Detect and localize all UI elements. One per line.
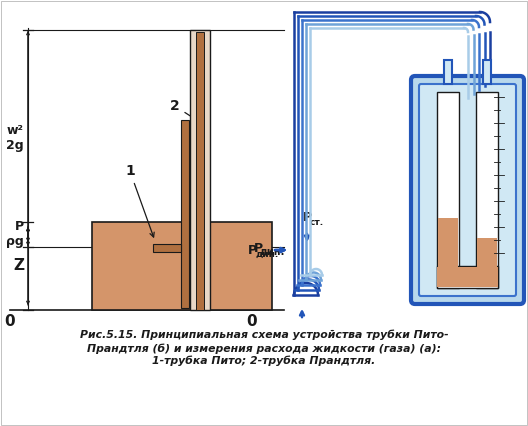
Text: 1: 1	[125, 164, 154, 237]
Text: Рис.5.15. Принципиальная схема устройства трубки Пито-: Рис.5.15. Принципиальная схема устройств…	[80, 330, 448, 340]
Bar	[437, 267, 498, 287]
Text: Р: Р	[303, 211, 312, 224]
Bar	[483, 60, 491, 84]
FancyBboxPatch shape	[419, 84, 516, 296]
Bar	[181, 120, 189, 308]
Text: Р: Р	[248, 245, 257, 257]
Bar	[438, 218, 458, 267]
Text: Z: Z	[13, 259, 24, 273]
Text: Р: Р	[254, 242, 263, 256]
Bar	[153, 244, 181, 252]
Text: 0: 0	[5, 314, 15, 328]
Bar	[444, 60, 452, 84]
Text: w²
2g: w² 2g	[6, 124, 24, 153]
Text: P
ρg: P ρg	[6, 221, 24, 248]
Bar	[437, 92, 459, 288]
Bar	[476, 92, 498, 288]
Text: Прандтля (б) и измерения расхода жидкости (газа) (а):: Прандтля (б) и измерения расхода жидкост…	[87, 343, 441, 354]
Text: 0: 0	[247, 314, 257, 328]
Text: дин.: дин.	[255, 250, 278, 259]
Text: h: h	[408, 223, 418, 237]
Text: дин.: дин.	[260, 247, 285, 257]
Bar	[92, 222, 272, 310]
Bar	[196, 32, 204, 310]
Bar	[437, 266, 498, 288]
Text: 2: 2	[170, 99, 209, 128]
Text: ст.: ст.	[310, 218, 324, 227]
Bar	[477, 238, 497, 267]
FancyBboxPatch shape	[411, 76, 524, 304]
Bar	[190, 30, 210, 310]
Text: 1-трубка Пито; 2-трубка Прандтля.: 1-трубка Пито; 2-трубка Прандтля.	[153, 356, 375, 366]
